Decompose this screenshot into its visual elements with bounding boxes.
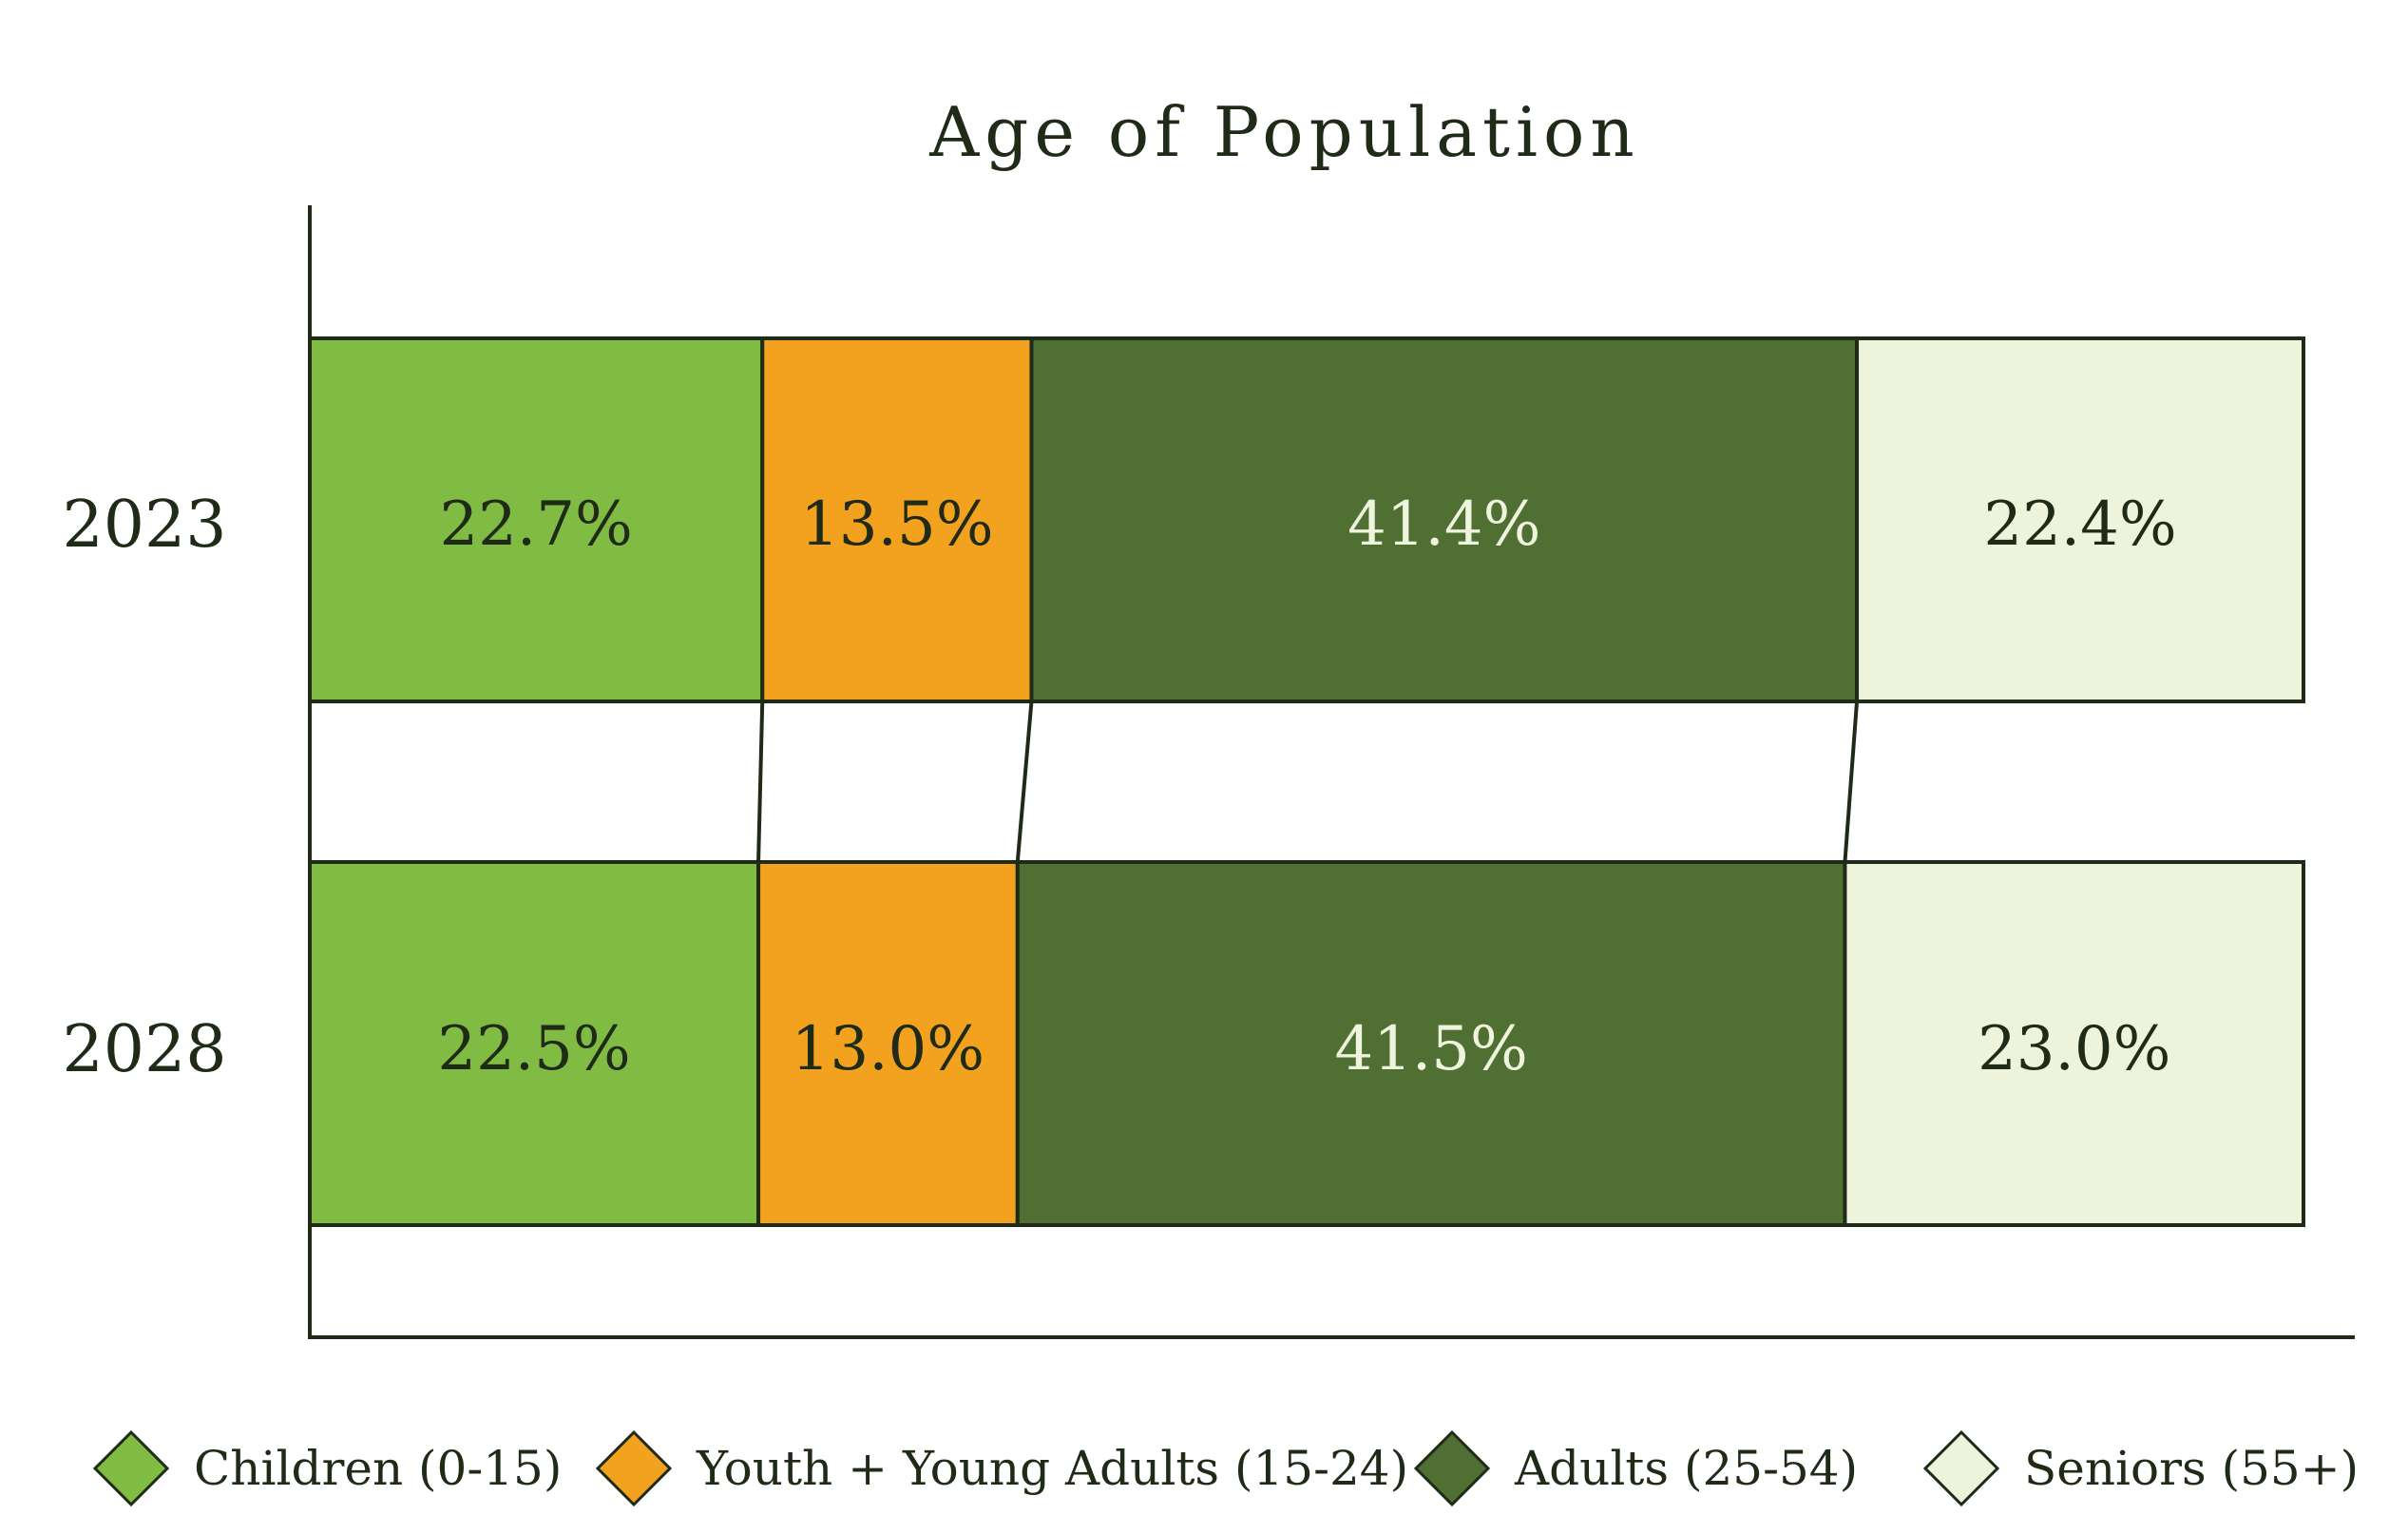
bar-2023-3	[1029, 336, 1860, 703]
legend-swatch-diamond-icon	[92, 1429, 170, 1507]
legend: Children (0-15) Youth + Young Adults (15-…	[0, 1416, 2408, 1521]
data-label-2023-4: 22.4%	[1983, 489, 2176, 560]
data-label-2028-3: 41.5%	[1334, 1014, 1527, 1084]
bar-2028-1	[308, 860, 761, 1227]
chart-title: Age of Population	[928, 92, 1639, 172]
legend-diamond	[92, 1429, 170, 1507]
legend-swatch-diamond-icon	[1922, 1429, 2000, 1507]
bars-group: 22.7% 13.5% 41.4% 22.4% 22.5% 13.0% 41.5% 23.0%	[308, 336, 2305, 1227]
legend-diamond	[1413, 1429, 1491, 1507]
year-labels: 2023 2028	[62, 488, 226, 1087]
connector-line-3	[1843, 700, 1860, 863]
legend-diamond	[595, 1429, 673, 1507]
bar-2023-4	[1855, 336, 2305, 703]
bar-2028-2	[756, 860, 1020, 1227]
year-label-2023: 2023	[62, 488, 226, 563]
bar-2023-1	[308, 336, 765, 703]
connector-lines	[756, 700, 1860, 863]
data-label-2028-2: 13.0%	[792, 1014, 984, 1084]
legend-label: Youth + Young Adults (15-24)	[697, 1441, 1409, 1496]
bar-2028-4	[1843, 860, 2305, 1227]
connector-line-1	[756, 700, 765, 863]
legend-diamond	[1922, 1429, 2000, 1507]
legend-item-4: Seniors (55+)	[1921, 1416, 2359, 1521]
year-label-2028: 2028	[62, 1012, 226, 1087]
legend-label: Adults (25-54)	[1515, 1441, 1859, 1496]
legend-label: Seniors (55+)	[2024, 1441, 2360, 1496]
connector-line-2	[1015, 700, 1034, 863]
data-label-2023-1: 22.7%	[439, 489, 632, 560]
data-label-2028-1: 22.5%	[437, 1014, 630, 1084]
data-label-2028-4: 23.0%	[1978, 1014, 2170, 1084]
legend-swatch-diamond-icon	[1413, 1429, 1491, 1507]
legend-swatch-diamond-icon	[595, 1429, 673, 1507]
legend-item-1: Children (0-15)	[91, 1416, 562, 1521]
bar-2028-3	[1015, 860, 1847, 1227]
legend-label: Children (0-15)	[194, 1441, 563, 1496]
data-label-2023-2: 13.5%	[800, 489, 993, 560]
axes	[308, 205, 2355, 1339]
bar-2023-2	[760, 336, 1034, 703]
data-label-2023-3: 41.4%	[1347, 489, 1540, 560]
legend-item-2: Youth + Young Adults (15-24)	[594, 1416, 1408, 1521]
legend-item-3: Adults (25-54)	[1412, 1416, 1858, 1521]
